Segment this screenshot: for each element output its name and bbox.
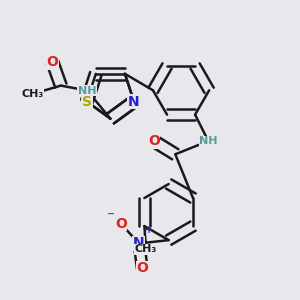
Text: CH₃: CH₃ [22, 89, 44, 99]
Text: NH: NH [78, 85, 97, 96]
Text: S: S [82, 94, 92, 109]
Text: CH₃: CH₃ [135, 244, 157, 254]
Text: O: O [148, 134, 160, 148]
Text: N: N [128, 94, 140, 109]
Text: O: O [115, 217, 127, 231]
Text: N: N [133, 236, 145, 250]
Text: +: + [145, 225, 153, 235]
Text: −: − [107, 209, 115, 219]
Text: O: O [136, 261, 148, 275]
Text: NH: NH [199, 136, 218, 146]
Text: O: O [46, 56, 58, 70]
